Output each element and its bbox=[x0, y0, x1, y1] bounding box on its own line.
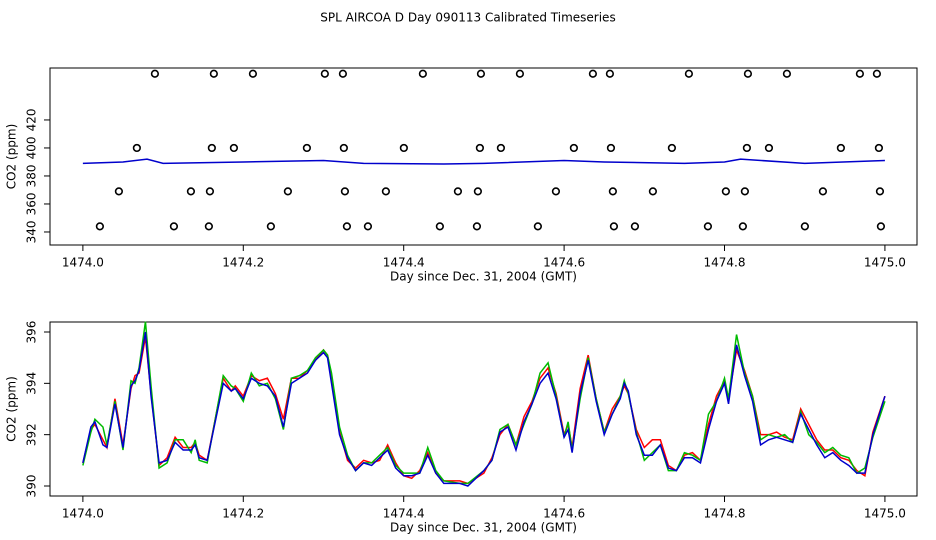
calibration-point bbox=[186, 187, 196, 196]
y-tick-label: 340 bbox=[25, 221, 39, 244]
calibration-point bbox=[764, 143, 774, 153]
calibration-point bbox=[472, 222, 482, 231]
calibration-point bbox=[95, 222, 104, 231]
calibration-point bbox=[605, 69, 615, 78]
calibration-point bbox=[340, 187, 350, 196]
calibration-point bbox=[703, 222, 713, 231]
calibration-point bbox=[207, 143, 216, 153]
x-tick-label: 1475.0 bbox=[864, 507, 906, 521]
chart-title: SPL AIRCOA D Day 090113 Calibrated Times… bbox=[320, 11, 615, 25]
calibration-point bbox=[738, 222, 747, 231]
calibration-point bbox=[684, 69, 694, 78]
plot-frame bbox=[49, 67, 918, 246]
calibration-point bbox=[551, 187, 561, 196]
calibration-point bbox=[338, 69, 348, 78]
calibration-point bbox=[876, 222, 886, 231]
y-tick-label: 392 bbox=[25, 423, 39, 446]
calibration-point bbox=[229, 143, 239, 153]
calibration-point bbox=[533, 222, 542, 231]
calibration-point bbox=[204, 222, 213, 231]
calibration-point bbox=[872, 69, 881, 78]
calibration-point bbox=[630, 222, 640, 231]
x-tick-label: 1475.0 bbox=[864, 256, 906, 270]
calibration-point bbox=[381, 187, 390, 196]
calibration-point bbox=[855, 69, 864, 78]
calibration-point bbox=[418, 69, 427, 78]
y-tick-label: 420 bbox=[25, 108, 39, 131]
calibration-point bbox=[302, 143, 311, 153]
calibration-point bbox=[476, 69, 486, 78]
calibration-point bbox=[248, 69, 258, 78]
calibration-point bbox=[742, 143, 751, 153]
calibration-point bbox=[150, 69, 160, 78]
calibration-point bbox=[453, 187, 463, 196]
plot-frame bbox=[49, 321, 918, 497]
calibration-point bbox=[266, 222, 275, 231]
series-line bbox=[82, 331, 886, 487]
calibration-point bbox=[399, 143, 408, 153]
calibration-point bbox=[740, 187, 749, 196]
calibration-point bbox=[608, 187, 617, 196]
y-tick-label: 394 bbox=[25, 372, 39, 395]
calibration-point bbox=[818, 187, 828, 196]
calibration-point bbox=[169, 222, 179, 231]
calibration-point bbox=[342, 222, 352, 231]
calibration-point bbox=[782, 69, 792, 78]
y-tick-label: 396 bbox=[25, 321, 39, 344]
x-tick-label: 1474.0 bbox=[62, 256, 104, 270]
calibration-point bbox=[874, 143, 884, 153]
calibration-point bbox=[205, 187, 215, 196]
y-tick-label: 360 bbox=[25, 193, 39, 216]
x-tick-label: 1474.6 bbox=[543, 256, 585, 270]
calibration-point bbox=[475, 143, 484, 153]
calibration-point bbox=[496, 143, 506, 153]
calibration-point bbox=[283, 187, 292, 196]
x-axis-label: Day since Dec. 31, 2004 (GMT) bbox=[390, 270, 577, 284]
calibration-point bbox=[320, 69, 329, 78]
x-tick-label: 1474.4 bbox=[383, 256, 425, 270]
series-line bbox=[82, 158, 885, 165]
y-tick-label: 400 bbox=[25, 137, 39, 160]
calibration-point bbox=[609, 222, 619, 231]
calibration-point bbox=[114, 187, 123, 196]
calibration-point bbox=[435, 222, 444, 231]
x-tick-label: 1474.2 bbox=[222, 256, 264, 270]
calibration-point bbox=[132, 143, 141, 153]
y-tick-label: 380 bbox=[25, 165, 39, 188]
calibration-point bbox=[339, 143, 348, 153]
calibration-point bbox=[648, 187, 657, 196]
calibration-point bbox=[606, 143, 616, 153]
calibration-point bbox=[569, 143, 578, 153]
calibration-point bbox=[667, 143, 676, 153]
x-tick-label: 1474.8 bbox=[704, 256, 746, 270]
x-tick-label: 1474.8 bbox=[704, 507, 746, 521]
x-tick-label: 1474.6 bbox=[543, 507, 585, 521]
calibration-point bbox=[743, 69, 753, 78]
y-axis-label: CO2 (ppm) bbox=[5, 124, 19, 190]
x-axis-label: Day since Dec. 31, 2004 (GMT) bbox=[390, 521, 577, 535]
calibration-point bbox=[800, 222, 809, 231]
calibration-point bbox=[363, 222, 373, 231]
calibration-point bbox=[473, 187, 482, 196]
calibration-point bbox=[209, 69, 218, 78]
calibration-point bbox=[721, 187, 730, 196]
calibration-point bbox=[875, 187, 885, 196]
y-tick-label: 390 bbox=[25, 475, 39, 498]
x-tick-label: 1474.2 bbox=[222, 507, 264, 521]
x-tick-label: 1474.4 bbox=[383, 507, 425, 521]
y-axis-label: CO2 (ppm) bbox=[5, 376, 19, 442]
calibration-point bbox=[836, 143, 845, 153]
calibration-point bbox=[588, 69, 597, 78]
x-tick-label: 1474.0 bbox=[62, 507, 104, 521]
calibration-point bbox=[515, 69, 525, 78]
